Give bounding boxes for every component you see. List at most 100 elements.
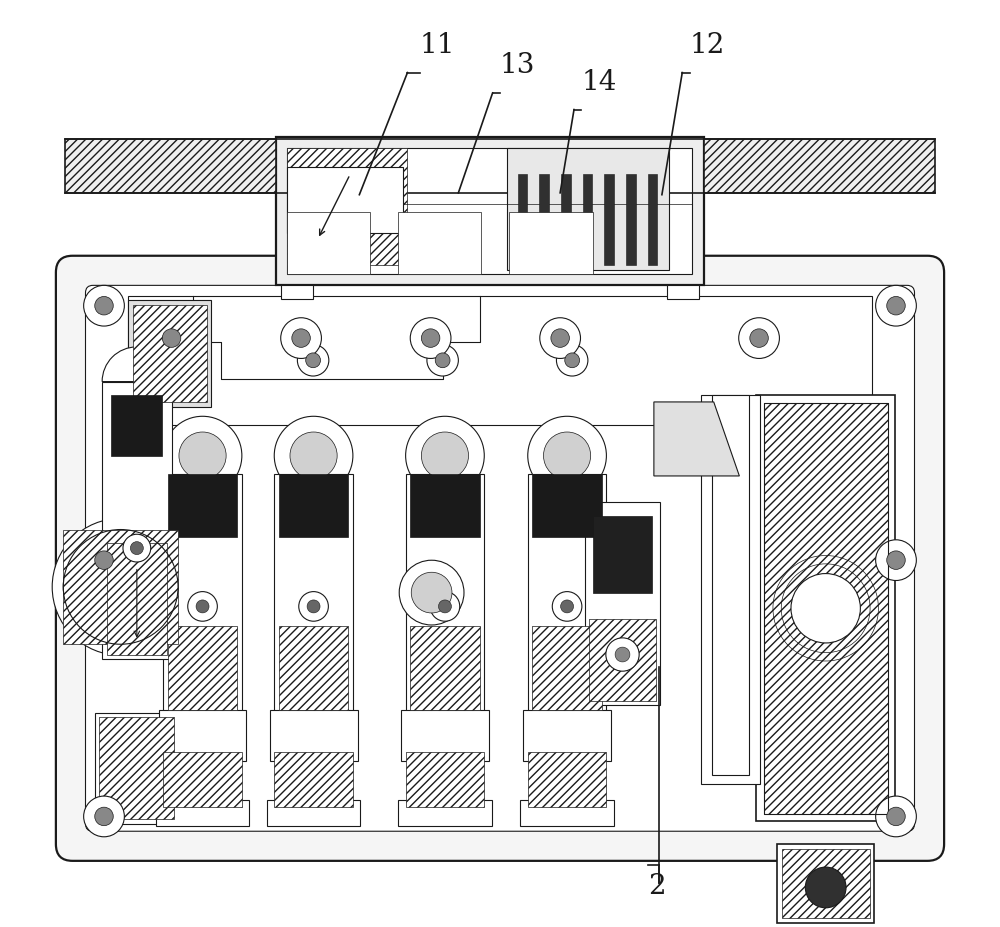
Bar [593,516,652,594]
Bar [281,286,313,300]
Bar [168,626,237,710]
Bar [168,475,237,538]
Bar [539,175,549,266]
Circle shape [430,592,460,621]
Circle shape [95,298,113,315]
Circle shape [887,807,905,826]
Circle shape [196,601,209,614]
Circle shape [411,573,452,614]
Circle shape [292,329,310,348]
Circle shape [306,353,321,368]
Circle shape [421,329,440,348]
Bar [537,756,597,798]
Circle shape [615,647,630,662]
Bar [756,396,895,821]
Bar [133,306,207,402]
Bar [626,175,636,266]
Circle shape [130,542,143,555]
Bar [287,168,403,234]
Circle shape [95,552,113,570]
Circle shape [151,318,192,359]
Circle shape [887,298,905,315]
Circle shape [556,345,588,376]
Bar [99,717,174,819]
Circle shape [399,561,464,626]
Circle shape [188,592,217,621]
Circle shape [95,807,113,826]
Circle shape [406,417,484,495]
Circle shape [876,540,916,581]
Circle shape [887,552,905,570]
Circle shape [435,353,450,368]
Circle shape [791,574,860,643]
Text: 2: 2 [648,872,666,899]
FancyBboxPatch shape [86,286,914,832]
Bar [283,756,344,798]
Bar [507,149,669,271]
Circle shape [528,417,606,495]
Bar [777,844,874,923]
Bar [287,213,370,275]
Bar [532,626,602,710]
Circle shape [421,433,469,479]
Bar [128,297,872,425]
Bar [410,626,480,710]
Bar [528,752,606,807]
Bar [509,213,593,275]
Bar [267,800,360,826]
Bar [532,475,602,538]
Bar [585,502,660,705]
Bar [604,175,614,266]
Circle shape [297,345,329,376]
Bar [102,382,172,659]
Bar [163,475,242,715]
Bar [270,710,358,761]
Circle shape [438,601,451,614]
Circle shape [750,329,768,348]
Bar [406,752,484,807]
Bar [528,475,606,715]
Bar [764,403,888,814]
Text: 14: 14 [581,69,617,95]
Bar [523,710,611,761]
Circle shape [410,318,451,359]
Bar [276,138,704,286]
Bar [782,849,870,919]
Wedge shape [102,348,172,382]
Circle shape [876,286,916,326]
Polygon shape [654,402,739,476]
Circle shape [163,417,242,495]
Bar [589,619,656,701]
Circle shape [606,638,639,671]
Bar [704,140,935,194]
FancyBboxPatch shape [56,257,944,861]
Circle shape [123,535,151,563]
Bar [63,530,178,644]
Text: 13: 13 [500,52,535,79]
Bar [279,475,348,538]
Circle shape [307,601,320,614]
Circle shape [281,318,321,359]
Bar [156,800,249,826]
Bar [287,149,407,266]
Bar [287,149,692,275]
Bar [415,756,475,798]
Circle shape [162,329,181,348]
Bar [172,756,233,798]
Circle shape [561,601,574,614]
Bar [701,396,760,784]
Bar [401,710,489,761]
Text: 11: 11 [420,32,455,58]
Text: 12: 12 [690,32,725,58]
Circle shape [739,318,779,359]
Circle shape [63,530,178,644]
Bar [279,626,348,710]
Bar [406,475,484,715]
Bar [95,713,179,824]
Circle shape [176,353,191,368]
Bar [712,396,749,775]
Circle shape [805,867,846,908]
Circle shape [84,540,124,581]
Bar [65,140,276,194]
Bar [648,175,657,266]
